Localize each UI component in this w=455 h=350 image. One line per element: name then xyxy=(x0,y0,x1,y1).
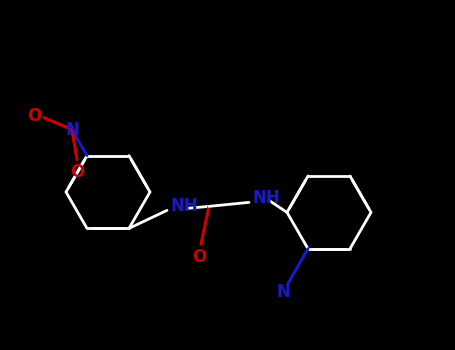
Text: NH: NH xyxy=(253,189,281,207)
Text: O: O xyxy=(27,107,41,125)
Text: NH: NH xyxy=(171,197,199,215)
Text: O: O xyxy=(192,248,206,266)
Text: O: O xyxy=(70,163,84,181)
Text: N: N xyxy=(276,283,290,301)
Text: N: N xyxy=(65,121,79,139)
